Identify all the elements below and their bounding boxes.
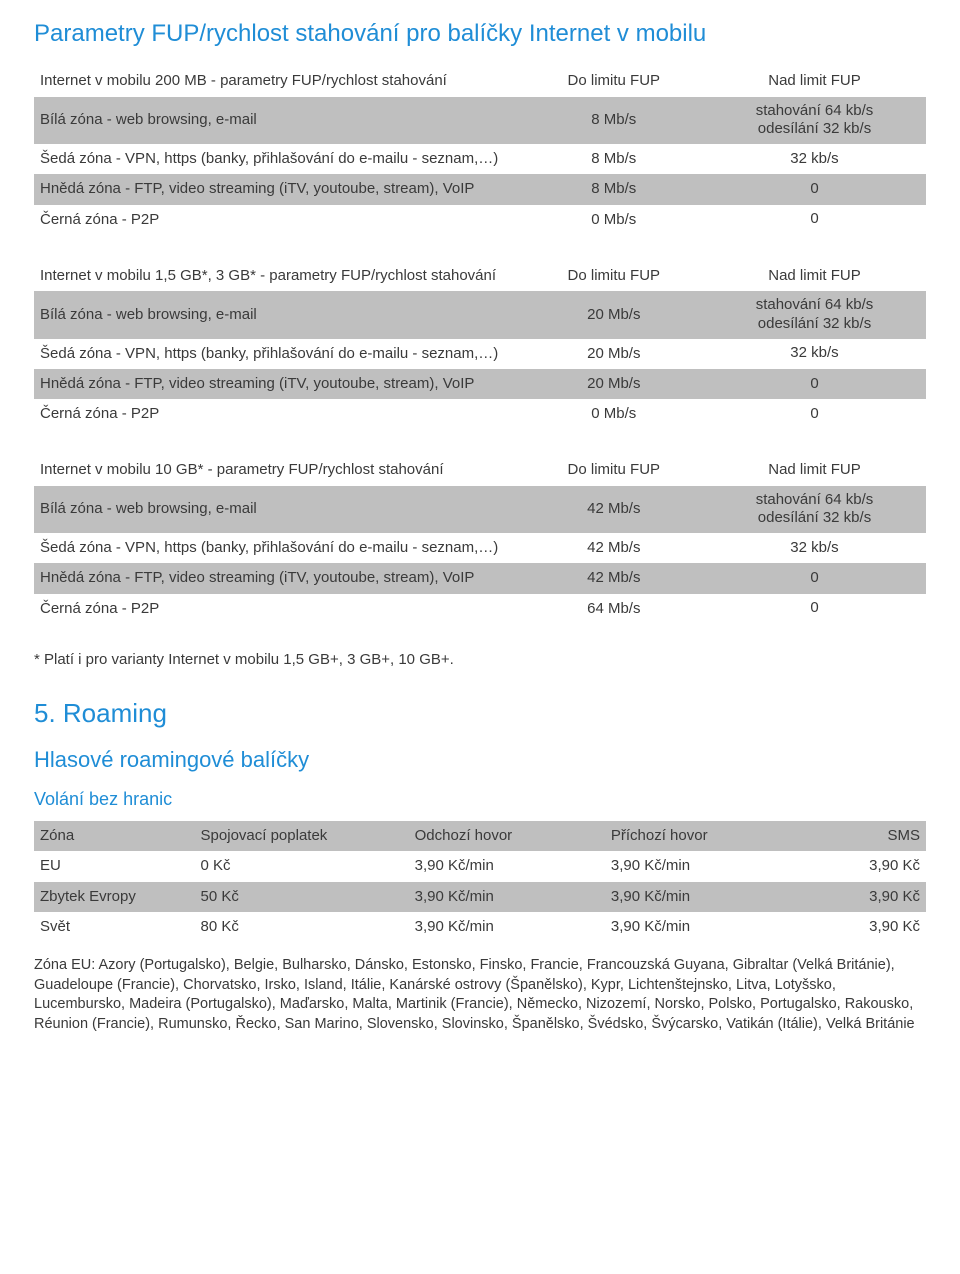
table-row: Šedá zóna - VPN, https (banky, přihlašov…: [34, 533, 926, 563]
fup-col-dolimit: Do limitu FUP: [525, 455, 703, 485]
zone-desc: Šedá zóna - VPN, https (banky, přihlašov…: [34, 339, 525, 369]
fup-col-dolimit: Do limitu FUP: [525, 261, 703, 291]
fup-tables-container: Internet v mobilu 200 MB - parametry FUP…: [34, 66, 926, 624]
speed-over-limit: stahování 64 kb/sodesílání 32 kb/s: [703, 291, 926, 339]
zone-eu-footnote: Zóna EU: Azory (Portugalsko), Belgie, Bu…: [34, 956, 926, 1034]
roaming-subheading-2: Volání bez hranic: [34, 787, 926, 811]
zone-desc: Hnědá zóna - FTP, video streaming (iTV, …: [34, 369, 525, 399]
speed-over-limit: stahování 64 kb/sodesílání 32 kb/s: [703, 97, 926, 145]
section-5-title: 5. Roaming: [34, 696, 926, 731]
roam-col-out: Odchozí hovor: [409, 821, 605, 851]
roam-cell: 3,90 Kč/min: [409, 882, 605, 912]
roam-cell: 0 Kč: [195, 851, 409, 881]
table-row: EU0 Kč3,90 Kč/min3,90 Kč/min3,90 Kč: [34, 851, 926, 881]
roam-col-in: Příchozí hovor: [605, 821, 783, 851]
table-row: Černá zóna - P2P64 Mb/s0: [34, 594, 926, 624]
roam-cell: 3,90 Kč/min: [409, 851, 605, 881]
fup-col-nadlimit: Nad limit FUP: [703, 455, 926, 485]
fup-header-row: Internet v mobilu 10 GB* - parametry FUP…: [34, 455, 926, 485]
roaming-header-row: Zóna Spojovací poplatek Odchozí hovor Př…: [34, 821, 926, 851]
speed-over-limit: 0: [703, 369, 926, 399]
speed-over-limit: 0: [703, 563, 926, 593]
page-title: Parametry FUP/rychlost stahování pro bal…: [34, 18, 926, 50]
roam-cell: Zbytek Evropy: [34, 882, 195, 912]
speed-within-limit: 0 Mb/s: [525, 399, 703, 429]
fup-col-nadlimit: Nad limit FUP: [703, 66, 926, 96]
speed-within-limit: 42 Mb/s: [525, 533, 703, 563]
roaming-table: Zóna Spojovací poplatek Odchozí hovor Př…: [34, 821, 926, 942]
speed-over-limit: 0: [703, 594, 926, 624]
roam-cell: EU: [34, 851, 195, 881]
roam-cell: 3,90 Kč/min: [409, 912, 605, 942]
table-row: Zbytek Evropy50 Kč3,90 Kč/min3,90 Kč/min…: [34, 882, 926, 912]
speed-over-limit: 32 kb/s: [703, 339, 926, 369]
table-row: Černá zóna - P2P0 Mb/s0: [34, 399, 926, 429]
table-row: Svět80 Kč3,90 Kč/min3,90 Kč/min3,90 Kč: [34, 912, 926, 942]
table-row: Šedá zóna - VPN, https (banky, přihlašov…: [34, 339, 926, 369]
zone-desc: Černá zóna - P2P: [34, 594, 525, 624]
table-row: Hnědá zóna - FTP, video streaming (iTV, …: [34, 174, 926, 204]
zone-desc: Bílá zóna - web browsing, e-mail: [34, 486, 525, 534]
roam-col-fee: Spojovací poplatek: [195, 821, 409, 851]
roam-col-sms: SMS: [783, 821, 926, 851]
speed-within-limit: 42 Mb/s: [525, 563, 703, 593]
zone-desc: Hnědá zóna - FTP, video streaming (iTV, …: [34, 174, 525, 204]
roam-cell: 80 Kč: [195, 912, 409, 942]
roam-cell: 3,90 Kč: [783, 851, 926, 881]
zone-desc: Šedá zóna - VPN, https (banky, přihlašov…: [34, 144, 525, 174]
zone-desc: Šedá zóna - VPN, https (banky, přihlašov…: [34, 533, 525, 563]
speed-within-limit: 8 Mb/s: [525, 97, 703, 145]
speed-over-limit: 32 kb/s: [703, 144, 926, 174]
speed-within-limit: 42 Mb/s: [525, 486, 703, 534]
fup-table: Internet v mobilu 1,5 GB*, 3 GB* - param…: [34, 261, 926, 430]
fup-header-title: Internet v mobilu 1,5 GB*, 3 GB* - param…: [34, 261, 525, 291]
speed-over-limit: 0: [703, 399, 926, 429]
roam-cell: Svět: [34, 912, 195, 942]
table-row: Hnědá zóna - FTP, video streaming (iTV, …: [34, 563, 926, 593]
speed-within-limit: 20 Mb/s: [525, 339, 703, 369]
zone-desc: Hnědá zóna - FTP, video streaming (iTV, …: [34, 563, 525, 593]
fup-col-nadlimit: Nad limit FUP: [703, 261, 926, 291]
fup-header-title: Internet v mobilu 200 MB - parametry FUP…: [34, 66, 525, 96]
speed-over-limit: 32 kb/s: [703, 533, 926, 563]
table-row: Šedá zóna - VPN, https (banky, přihlašov…: [34, 144, 926, 174]
fup-header-row: Internet v mobilu 1,5 GB*, 3 GB* - param…: [34, 261, 926, 291]
asterisk-note: * Platí i pro varianty Internet v mobilu…: [34, 650, 926, 670]
zone-desc: Černá zóna - P2P: [34, 399, 525, 429]
fup-table: Internet v mobilu 200 MB - parametry FUP…: [34, 66, 926, 235]
roam-cell: 3,90 Kč/min: [605, 882, 783, 912]
speed-over-limit: stahování 64 kb/sodesílání 32 kb/s: [703, 486, 926, 534]
speed-over-limit: 0: [703, 205, 926, 235]
table-row: Hnědá zóna - FTP, video streaming (iTV, …: [34, 369, 926, 399]
fup-col-dolimit: Do limitu FUP: [525, 66, 703, 96]
speed-within-limit: 20 Mb/s: [525, 369, 703, 399]
roam-cell: 50 Kč: [195, 882, 409, 912]
roam-col-zone: Zóna: [34, 821, 195, 851]
roam-cell: 3,90 Kč: [783, 912, 926, 942]
zone-desc: Bílá zóna - web browsing, e-mail: [34, 291, 525, 339]
table-row: Bílá zóna - web browsing, e-mail42 Mb/ss…: [34, 486, 926, 534]
fup-table: Internet v mobilu 10 GB* - parametry FUP…: [34, 455, 926, 624]
fup-header-title: Internet v mobilu 10 GB* - parametry FUP…: [34, 455, 525, 485]
speed-within-limit: 8 Mb/s: [525, 144, 703, 174]
table-row: Bílá zóna - web browsing, e-mail20 Mb/ss…: [34, 291, 926, 339]
fup-header-row: Internet v mobilu 200 MB - parametry FUP…: [34, 66, 926, 96]
zone-desc: Bílá zóna - web browsing, e-mail: [34, 97, 525, 145]
speed-over-limit: 0: [703, 174, 926, 204]
speed-within-limit: 20 Mb/s: [525, 291, 703, 339]
table-row: Černá zóna - P2P0 Mb/s0: [34, 205, 926, 235]
roam-cell: 3,90 Kč: [783, 882, 926, 912]
roaming-subheading: Hlasové roamingové balíčky: [34, 745, 926, 775]
speed-within-limit: 0 Mb/s: [525, 205, 703, 235]
speed-within-limit: 8 Mb/s: [525, 174, 703, 204]
speed-within-limit: 64 Mb/s: [525, 594, 703, 624]
roam-cell: 3,90 Kč/min: [605, 851, 783, 881]
roam-cell: 3,90 Kč/min: [605, 912, 783, 942]
zone-desc: Černá zóna - P2P: [34, 205, 525, 235]
table-row: Bílá zóna - web browsing, e-mail8 Mb/sst…: [34, 97, 926, 145]
